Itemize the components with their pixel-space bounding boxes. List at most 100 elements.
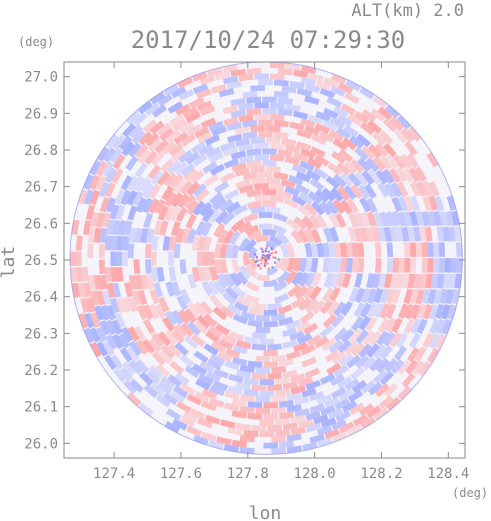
radar-bin: [70, 251, 76, 267]
radar-bin: [301, 216, 315, 231]
radar-bin: [379, 345, 394, 361]
radar-bin: [186, 425, 202, 437]
radar-bin: [322, 227, 334, 243]
radar-bin: [263, 361, 279, 368]
radar-bin: [379, 303, 391, 319]
radar-bin: [297, 204, 312, 218]
radar-bin: [333, 364, 349, 378]
center-speckle: [266, 255, 269, 258]
radar-bin: [433, 289, 443, 305]
radar-bin: [258, 171, 273, 178]
center-speckle: [265, 257, 268, 260]
radar-bin: [235, 422, 251, 431]
radar-bin: [251, 372, 267, 380]
radar-bin: [216, 228, 229, 244]
radar-bin: [374, 258, 382, 273]
radar-bin: [294, 408, 310, 418]
radar-bin: [185, 151, 201, 165]
radar-bin: [263, 401, 279, 409]
radar-bin: [162, 235, 171, 251]
radar-bin: [372, 369, 388, 384]
radar-bin: [383, 383, 399, 398]
radar-bin: [145, 243, 152, 259]
radar-bin: [201, 280, 214, 297]
radar-bin: [341, 273, 352, 289]
radar-bin: [164, 330, 178, 346]
radar-bin: [155, 394, 171, 408]
radar-bin: [231, 259, 241, 274]
y-tick-label: 26.9: [24, 106, 58, 122]
y-tick-label: 26.7: [24, 180, 58, 196]
center-speckle: [262, 257, 265, 260]
radar-bin: [334, 398, 350, 410]
radar-bin: [277, 149, 293, 158]
radar-bin: [292, 110, 309, 120]
radar-bin: [186, 393, 203, 406]
radar-bin: [323, 77, 339, 88]
radar-bin: [349, 402, 365, 416]
radar-bin: [175, 103, 191, 116]
radar-bin: [255, 367, 271, 374]
radar-bin: [127, 297, 138, 313]
radar-bin: [333, 105, 349, 118]
radar-bin: [178, 149, 194, 164]
radar-bin: [186, 228, 197, 244]
radar-bin: [170, 192, 184, 208]
radar-bin: [195, 88, 212, 100]
radar-bin: [125, 155, 139, 171]
radar-bin: [383, 226, 392, 242]
radar-bin: [286, 404, 302, 413]
radar-bin: [213, 279, 226, 295]
radar-bin: [304, 202, 319, 217]
radar-bin: [428, 195, 439, 211]
radar-bin: [190, 408, 206, 420]
radar-bin: [445, 210, 454, 227]
radar-bin: [119, 347, 133, 363]
y-tick-label: 26.2: [24, 363, 58, 379]
radar-bin: [450, 258, 457, 273]
radar-bin: [337, 82, 354, 94]
radar-bin: [101, 161, 114, 177]
radar-bin: [448, 226, 456, 242]
center-speckle: [271, 266, 274, 269]
radar-bin: [123, 220, 133, 236]
radar-bin: [364, 183, 377, 199]
radar-bin: [311, 134, 327, 146]
radar-bin: [316, 425, 333, 436]
radar-bin: [244, 293, 260, 304]
radar-bin: [211, 196, 227, 211]
radar-bin: [271, 395, 286, 403]
radar-bin: [247, 412, 263, 420]
radar-bin: [309, 285, 322, 301]
radar-bin: [346, 113, 363, 126]
radar-bin: [254, 102, 269, 109]
radar-bin: [148, 183, 162, 200]
radar-bin: [223, 273, 236, 288]
radar-bin: [184, 335, 199, 350]
radar-bin: [287, 284, 302, 298]
radar-bin: [180, 162, 195, 177]
radar-bin: [299, 310, 315, 324]
radar-bin: [316, 242, 324, 258]
radar-bin: [88, 274, 96, 291]
center-speckle: [275, 251, 278, 254]
y-axis-ticks: 26.0 26.1 26.2 26.3 26.4 26.5 26.6 26.7 26.8 26.9…: [24, 70, 465, 452]
radar-bin: [242, 131, 258, 140]
radar-bin: [280, 258, 290, 272]
radar-bin: [247, 401, 263, 409]
radar-bin: [282, 369, 298, 379]
radar-bin: [95, 160, 108, 177]
radar-bin: [277, 304, 293, 315]
radar-bin: [196, 131, 213, 144]
radar-bin: [291, 194, 307, 207]
radar-bin: [230, 150, 247, 160]
radar-bin: [224, 188, 240, 201]
radar-bin: [209, 266, 219, 282]
radar-bin: [243, 336, 259, 345]
radar-bin: [251, 302, 267, 311]
radar-bin: [255, 407, 271, 414]
radar-bin: [146, 274, 155, 290]
center-speckle: [264, 261, 267, 264]
radar-bin: [238, 265, 252, 280]
radar-bin: [145, 259, 152, 274]
